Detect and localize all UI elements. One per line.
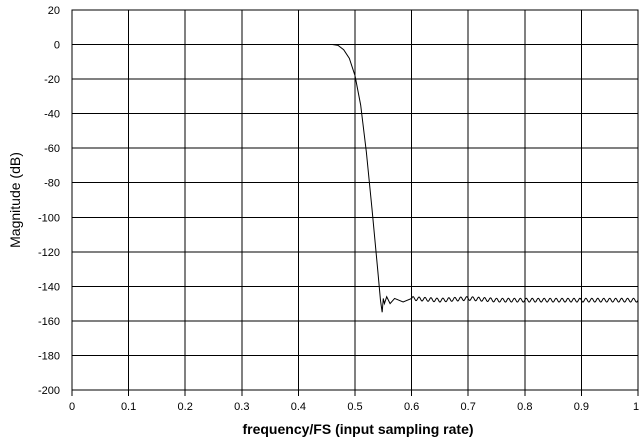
y-tick-label: -40 — [44, 109, 60, 121]
y-tick-labels: 20 0 -20 -40 -60 -80 -100 -120 -140 -160 -180 -200 — [38, 5, 60, 397]
x-tick-label: 0.6 — [404, 401, 419, 413]
x-tick-label: 0.5 — [347, 401, 362, 413]
x-tick-label: 0.2 — [178, 401, 193, 413]
x-tick-label: 0.3 — [234, 401, 249, 413]
y-tick-label: -80 — [44, 178, 60, 190]
y-tick-label: -60 — [44, 143, 60, 155]
y-tick-label: 0 — [54, 40, 60, 52]
y-axis-title: Magnitude (dB) — [7, 152, 23, 248]
x-tick-label: 0.4 — [291, 401, 306, 413]
x-tick-label: 0.7 — [461, 401, 476, 413]
x-tick-label: 0.8 — [517, 401, 532, 413]
y-tick-label: -160 — [38, 316, 60, 328]
x-tick-label: 0.1 — [121, 401, 136, 413]
y-tick-label: -100 — [38, 212, 60, 224]
plot-frame — [71, 9, 639, 391]
y-tick-label: -140 — [38, 281, 60, 293]
grid-lines — [71, 9, 639, 396]
x-tick-label: 1 — [633, 401, 639, 413]
y-tick-label: -200 — [38, 385, 60, 397]
y-tick-label: -20 — [44, 74, 60, 86]
y-tick-label: -180 — [38, 350, 60, 362]
x-tick-label: 0.9 — [574, 401, 589, 413]
x-tick-label: 0 — [69, 401, 75, 413]
x-axis-title: frequency/FS (input sampling rate) — [242, 421, 473, 437]
y-tick-label: -120 — [38, 247, 60, 259]
y-tick-label: 20 — [48, 5, 60, 17]
magnitude-curve — [72, 44, 639, 313]
x-tick-labels: 0 0.1 0.2 0.3 0.4 0.5 0.6 0.7 0.8 0.9 1 — [69, 401, 639, 413]
